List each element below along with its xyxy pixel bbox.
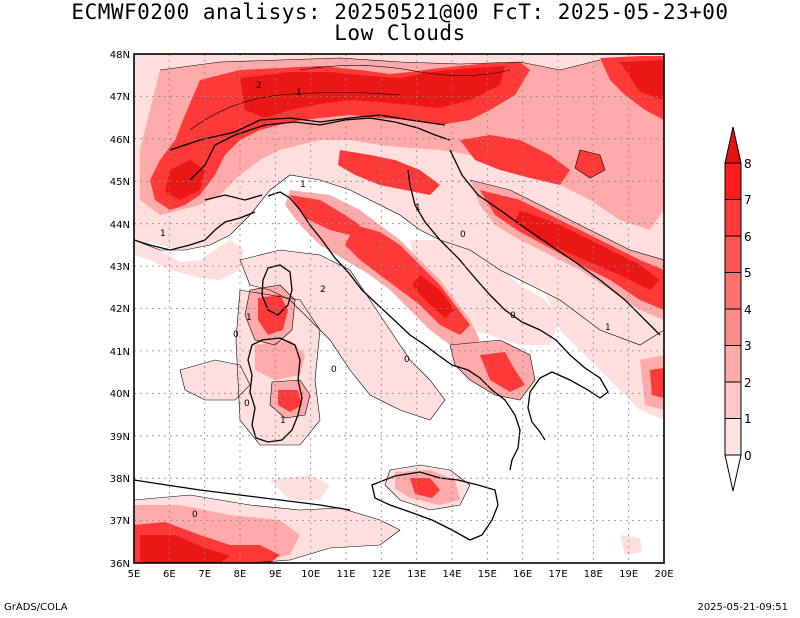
- contour-label: 1: [280, 416, 286, 426]
- colorbar-ticks: 8 7 6 5 4 3 2 1 0: [744, 157, 752, 463]
- lon-label: 7E: [198, 569, 211, 580]
- lon-label: 14E: [442, 569, 461, 580]
- lat-label: 41N: [110, 347, 130, 358]
- lon-label: 15E: [478, 569, 497, 580]
- colorbar-top-arrow: [724, 126, 742, 164]
- chart-title: ECMWF0200 analisys: 20250521@00 FcT: 202…: [71, 0, 729, 24]
- lon-label: 6E: [163, 569, 176, 580]
- lon-label: 11E: [336, 569, 355, 580]
- contour-label: 0: [331, 365, 337, 375]
- colorbar: [724, 126, 742, 492]
- lat-label: 40N: [110, 389, 130, 400]
- lat-label: 44N: [110, 220, 130, 231]
- contour-label: 1: [246, 313, 252, 323]
- contour-label: 1: [415, 203, 421, 213]
- colorbar-bottom-arrow: [724, 454, 742, 492]
- lat-label: 39N: [110, 432, 130, 443]
- lon-label: 8E: [234, 569, 247, 580]
- contour-label: 1: [605, 323, 611, 333]
- chart-subtitle: Low Clouds: [334, 21, 466, 45]
- lat-label: 46N: [110, 135, 130, 146]
- lon-label: 5E: [128, 569, 141, 580]
- colorbar-tick-label: 6: [744, 230, 752, 244]
- colorbar-tick-label: 0: [744, 449, 752, 463]
- lon-label: 19E: [619, 569, 638, 580]
- software-credit: GrADS/COLA: [4, 602, 68, 613]
- lat-label: 48N: [110, 50, 130, 61]
- lat-label: 42N: [110, 304, 130, 315]
- contour-label: 2: [256, 81, 262, 91]
- contour-label: 0: [192, 510, 198, 520]
- plot-frame: [133, 53, 665, 564]
- lon-label: 17E: [548, 569, 567, 580]
- lat-label: 37N: [110, 516, 130, 527]
- colorbar-tick-label: 8: [744, 157, 752, 171]
- colorbar-tick-label: 7: [744, 193, 752, 207]
- colorbar-segment: [724, 199, 742, 237]
- lon-label: 12E: [372, 569, 391, 580]
- graticule: [134, 54, 664, 563]
- generation-timestamp: 2025-05-21-09:51: [697, 602, 788, 613]
- lon-label: 13E: [407, 569, 426, 580]
- lat-label: 47N: [110, 92, 130, 103]
- contour-label: 0: [233, 330, 239, 340]
- contour-label: 0: [244, 399, 250, 409]
- contour-label: 1: [300, 180, 306, 190]
- colorbar-tick-label: 3: [744, 339, 752, 353]
- contour-label: 0: [404, 355, 410, 365]
- contour-label: 0: [510, 311, 516, 321]
- lat-label: 38N: [110, 474, 130, 485]
- contour-label-group: 1 2 1 0 1 0 1 2 0 1 0 1 0 0 1 0: [160, 81, 611, 520]
- colorbar-tick-label: 4: [744, 303, 752, 317]
- contour-label: 0: [460, 230, 466, 240]
- colorbar-segment: [724, 345, 742, 383]
- lon-label: 9E: [269, 569, 282, 580]
- colorbar-tick-label: 5: [744, 266, 752, 280]
- contour-label: 2: [320, 285, 326, 295]
- lon-label: 18E: [584, 569, 603, 580]
- lat-label: 36N: [110, 559, 130, 570]
- colorbar-segment: [724, 418, 742, 456]
- latitude-labels: 48N 47N 46N 45N 44N 43N 42N 41N 40N 39N …: [110, 50, 130, 570]
- lon-label: 10E: [301, 569, 320, 580]
- colorbar-segment: [724, 308, 742, 346]
- colorbar-segment: [724, 162, 742, 200]
- lon-label: 20E: [654, 569, 673, 580]
- contour-label: 1: [296, 88, 302, 98]
- longitude-labels: 5E 6E 7E 8E 9E 10E 11E 12E 13E 14E 15E 1…: [128, 569, 674, 580]
- coastlines-borders: [134, 114, 661, 541]
- colorbar-tick-label: 1: [744, 412, 752, 426]
- colorbar-segment: [724, 272, 742, 310]
- lat-label: 43N: [110, 262, 130, 273]
- lat-label: 45N: [110, 177, 130, 188]
- colorbar-segment: [724, 381, 742, 419]
- colorbar-tick-label: 2: [744, 376, 752, 390]
- lon-label: 16E: [513, 569, 532, 580]
- contour-label: 1: [160, 229, 166, 239]
- colorbar-segment: [724, 235, 742, 273]
